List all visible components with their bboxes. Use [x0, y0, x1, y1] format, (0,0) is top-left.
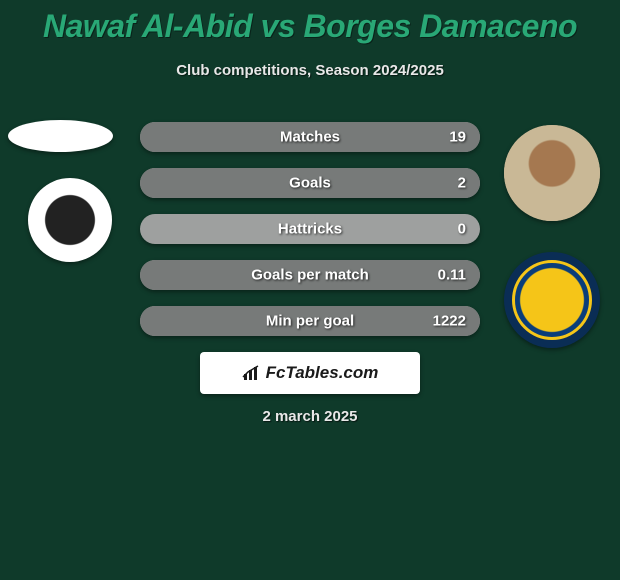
player-face — [504, 125, 600, 221]
stat-row: Min per goal 1222 — [140, 306, 480, 336]
stat-label: Goals per match — [251, 267, 369, 284]
stat-label: Hattricks — [278, 221, 342, 238]
stat-label: Goals — [289, 175, 331, 192]
stat-rows: Matches 19 Goals 2 Hattricks 0 Goals per match… — [140, 122, 480, 352]
player-left-avatar — [8, 120, 113, 152]
stat-row: Hattricks 0 — [140, 214, 480, 244]
club-right-badge — [504, 252, 600, 348]
player-right-avatar — [504, 125, 600, 221]
stat-value-right: 19 — [449, 129, 466, 146]
subtitle: Club competitions, Season 2024/2025 — [0, 62, 620, 79]
shabab-logo — [34, 184, 106, 256]
stat-row: Matches 19 — [140, 122, 480, 152]
stat-value-right: 0 — [458, 221, 466, 238]
stat-row: Goals 2 — [140, 168, 480, 198]
brand-text: FcTables.com — [266, 363, 379, 383]
stat-label: Min per goal — [266, 313, 354, 330]
club-left-badge — [28, 178, 112, 262]
stat-value-right: 2 — [458, 175, 466, 192]
stat-label: Matches — [280, 129, 340, 146]
brand-box[interactable]: FcTables.com — [200, 352, 420, 394]
bar-chart-icon — [242, 364, 264, 382]
stat-row: Goals per match 0.11 — [140, 260, 480, 290]
stat-value-right: 0.11 — [438, 267, 466, 284]
nassr-logo — [512, 260, 592, 340]
page-title: Nawaf Al-Abid vs Borges Damaceno — [0, 8, 620, 45]
date-text: 2 march 2025 — [0, 408, 620, 425]
stat-value-right: 1222 — [433, 313, 466, 330]
